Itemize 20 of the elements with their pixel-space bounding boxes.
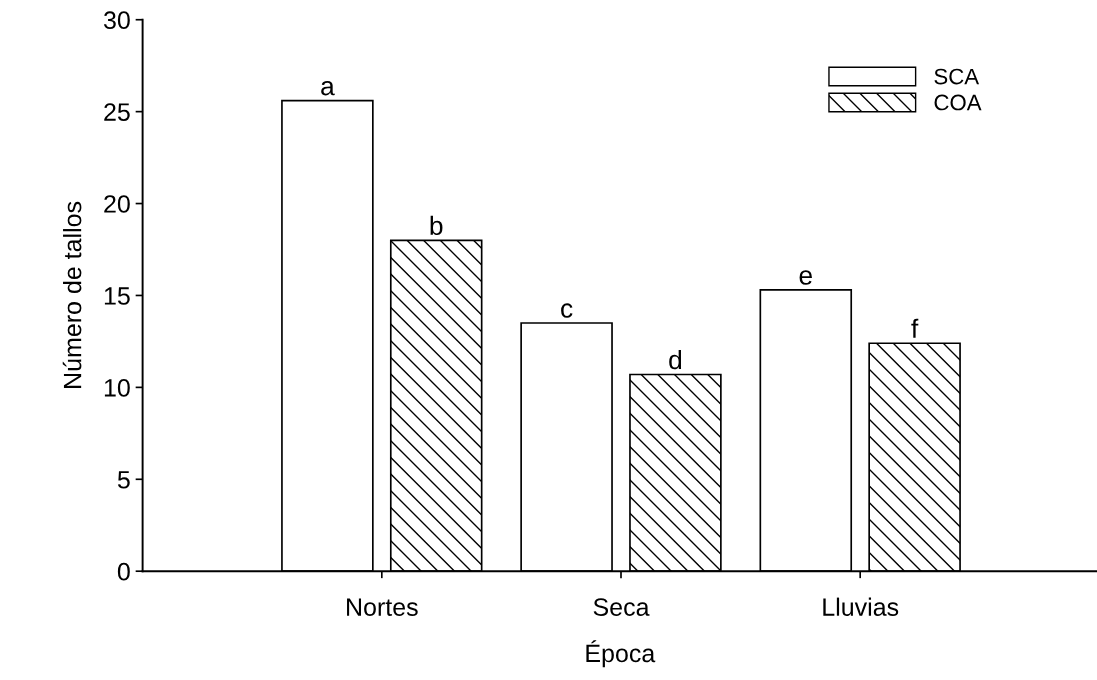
y-tick-label: 20 bbox=[104, 195, 130, 213]
legend-label: COA bbox=[934, 94, 982, 111]
x-tick-label: Seca bbox=[593, 598, 650, 616]
data-label: b bbox=[430, 215, 443, 236]
legend-label: SCA bbox=[934, 68, 980, 85]
x-tick-label: Nortes bbox=[347, 598, 418, 616]
x-axis-title: Época bbox=[586, 640, 656, 668]
data-label: e bbox=[799, 270, 812, 285]
y-tick-label: 15 bbox=[104, 287, 130, 305]
data-label: c bbox=[561, 303, 573, 318]
x-tick-label: Lluvias bbox=[823, 597, 899, 616]
y-tick-label: 10 bbox=[104, 378, 130, 397]
y-tick-label: 5 bbox=[117, 471, 130, 489]
y-tick-label: 25 bbox=[104, 103, 130, 121]
y-axis-title: Número de tallos bbox=[62, 201, 82, 388]
data-label: a bbox=[321, 80, 335, 96]
data-label: f bbox=[911, 318, 919, 338]
y-tick-label: 0 bbox=[117, 562, 130, 581]
y-tick-label: 30 bbox=[103, 11, 130, 30]
data-label: d bbox=[669, 349, 682, 370]
